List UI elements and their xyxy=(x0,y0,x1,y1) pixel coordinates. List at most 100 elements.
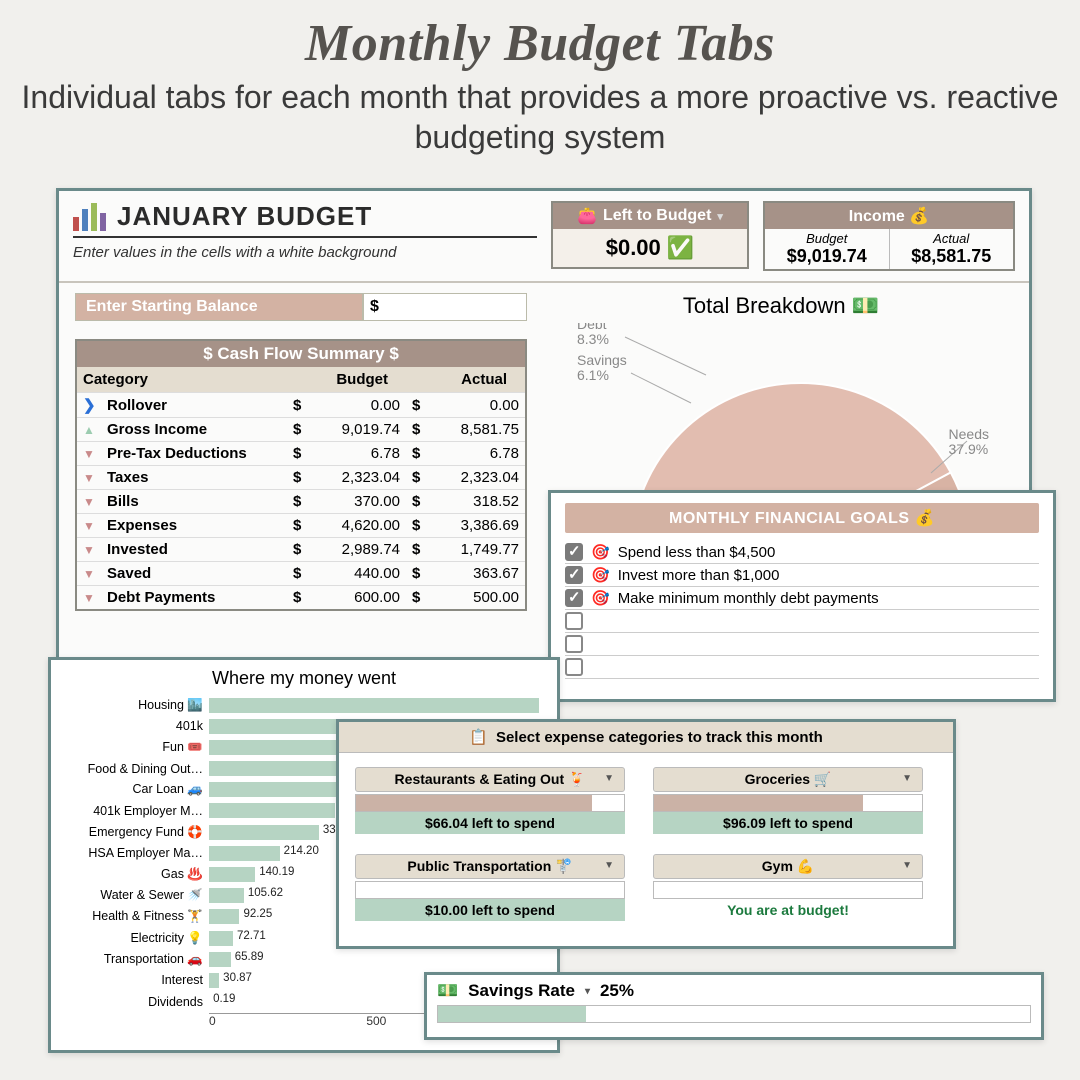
chevron-down-icon[interactable]: ▾ xyxy=(585,986,590,997)
left-to-budget-label: Left to Budget xyxy=(603,207,711,225)
goal-text: Make minimum monthly debt payments xyxy=(618,590,879,607)
down-triangle-icon: ▼ xyxy=(83,447,95,461)
goals-title: MONTHLY FINANCIAL GOALS 💰 xyxy=(565,503,1039,533)
down-triangle-icon: ▼ xyxy=(83,591,95,605)
cashflow-budget: 4,620.00 xyxy=(301,514,406,537)
bar-label: Dividends xyxy=(61,995,209,1009)
income-budget-value: $9,019.74 xyxy=(765,246,889,267)
target-icon: 🎯 xyxy=(591,589,610,607)
cashflow-row: ❯Rollover$0.00$0.00 xyxy=(77,392,525,417)
cashflow-budget: 600.00 xyxy=(301,586,406,609)
goal-checkbox[interactable] xyxy=(565,543,583,561)
savings-label: Savings Rate xyxy=(468,981,575,1001)
chevron-down-icon[interactable]: ▾ xyxy=(717,210,723,223)
goal-text: Spend less than $4,500 xyxy=(618,544,776,561)
bar-label: 401k Employer M… xyxy=(61,804,209,818)
cashflow-actual: 1,749.77 xyxy=(420,538,525,561)
cashflow-row: ▼Expenses$4,620.00$3,386.69 xyxy=(77,513,525,537)
chevron-down-icon: ▼ xyxy=(902,860,912,871)
goals-panel: MONTHLY FINANCIAL GOALS 💰 🎯 Spend less th… xyxy=(548,490,1056,702)
cashflow-budget: 440.00 xyxy=(301,562,406,585)
bar-label: Health & Fitness 🏋️ xyxy=(61,909,209,924)
bar-value: 0.19 xyxy=(213,993,235,1005)
cashflow-name: Expenses xyxy=(101,514,287,537)
tracker-select[interactable]: Gym 💪▼ xyxy=(653,854,923,879)
rollover-icon: ❯ xyxy=(83,397,96,414)
cashflow-row: ▼Pre-Tax Deductions$6.78$6.78 xyxy=(77,441,525,465)
goal-row xyxy=(565,610,1039,633)
cashflow-row: ▼Saved$440.00$363.67 xyxy=(77,561,525,585)
bar-value: 30.87 xyxy=(223,972,252,984)
cash-icon: 💵 xyxy=(437,981,458,1001)
goal-row: 🎯 Invest more than $1,000 xyxy=(565,564,1039,587)
cashflow-actual: 363.67 xyxy=(420,562,525,585)
bar-label: Fun 🎟️ xyxy=(61,740,209,755)
down-triangle-icon: ▼ xyxy=(83,567,95,581)
cashflow-name: Pre-Tax Deductions xyxy=(101,442,287,465)
target-icon: 🎯 xyxy=(591,543,610,561)
income-actual-label: Actual xyxy=(890,231,1014,246)
cashflow-name: Invested xyxy=(101,538,287,561)
chevron-down-icon: ▼ xyxy=(604,860,614,871)
starting-balance-label: Enter Starting Balance xyxy=(75,293,363,321)
bar-value: 72.71 xyxy=(237,930,266,942)
left-to-budget-value: $0.00 ✅ xyxy=(553,229,747,267)
chevron-down-icon: ▼ xyxy=(902,773,912,784)
bar-value: 214.20 xyxy=(284,845,319,857)
income-label: Income 💰 xyxy=(765,203,1013,229)
savings-value: 25% xyxy=(600,981,634,1001)
goal-row: 🎯 Spend less than $4,500 xyxy=(565,541,1039,564)
cashflow-actual: 500.00 xyxy=(420,586,525,609)
cashflow-table: $ Cash Flow Summary $ Category Budget Ac… xyxy=(75,339,527,611)
expense-tracker-panel: 📋 Select expense categories to track thi… xyxy=(336,719,956,949)
tracker-select[interactable]: Groceries 🛒▼ xyxy=(653,767,923,792)
left-to-budget-box: 👛 Left to Budget ▾ $0.00 ✅ xyxy=(551,201,749,269)
goal-checkbox[interactable] xyxy=(565,658,583,676)
goal-checkbox[interactable] xyxy=(565,589,583,607)
clipboard-icon: 📋 xyxy=(469,728,488,746)
tracker-message: $66.04 left to spend xyxy=(355,812,625,834)
cashflow-name: Taxes xyxy=(101,466,287,489)
down-triangle-icon: ▼ xyxy=(83,519,95,533)
cashflow-budget: 6.78 xyxy=(301,442,406,465)
goal-row xyxy=(565,633,1039,656)
page-subtitle: Individual tabs for each month that prov… xyxy=(0,77,1080,157)
cashflow-actual: 6.78 xyxy=(420,442,525,465)
cashflow-actual: 8,581.75 xyxy=(420,418,525,441)
bar-label: Transportation 🚗 xyxy=(61,952,209,967)
breakdown-title: Total Breakdown 💵 xyxy=(547,293,1015,319)
savings-bar xyxy=(437,1005,1031,1023)
cashflow-header-budget: Budget xyxy=(287,367,406,392)
goal-checkbox[interactable] xyxy=(565,566,583,584)
bar-label: Food & Dining Out… xyxy=(61,762,209,776)
bar-label: HSA Employer Ma… xyxy=(61,846,209,860)
down-triangle-icon: ▼ xyxy=(83,495,95,509)
cashflow-name: Gross Income xyxy=(101,418,287,441)
tracker-select[interactable]: Public Transportation 🚏▼ xyxy=(355,854,625,879)
cashflow-row: ▼Debt Payments$600.00$500.00 xyxy=(77,585,525,609)
page-title: Monthly Budget Tabs xyxy=(0,14,1080,73)
goal-text: Invest more than $1,000 xyxy=(618,567,780,584)
starting-balance-input[interactable]: $ xyxy=(363,293,527,321)
cashflow-budget: 2,323.04 xyxy=(301,466,406,489)
cashflow-header-category: Category xyxy=(77,367,287,392)
cashflow-header-actual: Actual xyxy=(406,367,525,392)
tracker-select[interactable]: Restaurants & Eating Out 🍹▼ xyxy=(355,767,625,792)
goal-checkbox[interactable] xyxy=(565,612,583,630)
goal-checkbox[interactable] xyxy=(565,635,583,653)
cashflow-row: ▼Bills$370.00$318.52 xyxy=(77,489,525,513)
bar-chart-icon xyxy=(73,203,107,231)
tracker-message: You are at budget! xyxy=(653,899,923,921)
budget-title: JANUARY BUDGET xyxy=(117,201,372,232)
tracker-progress xyxy=(653,881,923,899)
goal-row xyxy=(565,656,1039,679)
tracker-message: $96.09 left to spend xyxy=(653,812,923,834)
savings-rate-panel: 💵 Savings Rate ▾ 25% xyxy=(424,972,1044,1040)
down-triangle-icon: ▼ xyxy=(83,471,95,485)
tracker-item: Restaurants & Eating Out 🍹▼ $66.04 left t… xyxy=(355,767,625,834)
bar-value: 92.25 xyxy=(243,908,272,920)
wallet-icon: 👛 xyxy=(577,206,597,226)
target-icon: 🎯 xyxy=(591,566,610,584)
bar-label: Electricity 💡 xyxy=(61,931,209,946)
tracker-progress xyxy=(653,794,923,812)
